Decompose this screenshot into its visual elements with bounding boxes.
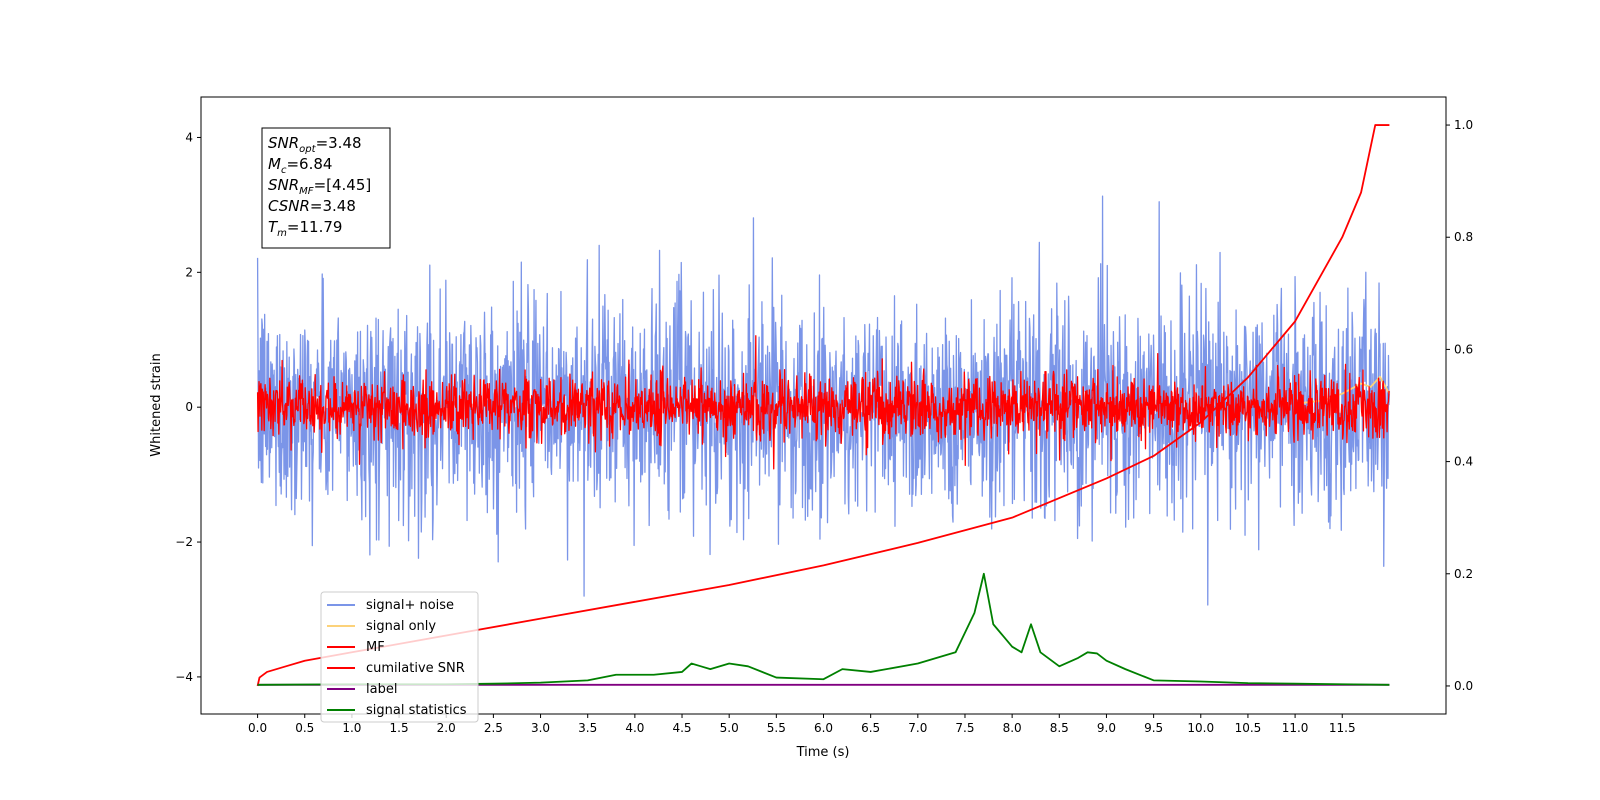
annotation-symbol: CSNR: [268, 197, 310, 215]
y-axis-right: 0.0 0.2 0.4 0.6 0.8 1.0: [1446, 118, 1473, 693]
x-tick-label: 11.5: [1329, 721, 1356, 735]
x-tick-label: 2.5: [484, 721, 503, 735]
x-tick-label: 1.0: [342, 721, 361, 735]
annotation-value: =3.48: [316, 134, 362, 152]
x-tick-label: 7.5: [955, 721, 974, 735]
annotation-line: Tm=11.79: [268, 218, 342, 239]
x-tick-label: 4.0: [625, 721, 644, 735]
y-axis-left: −4 −2 0 2 4: [175, 130, 201, 684]
annotation-value: =6.84: [286, 155, 332, 173]
annotation-symbol: T: [268, 218, 279, 236]
legend-label: signal statistics: [366, 703, 467, 718]
y-right-tick-label: 1.0: [1454, 118, 1473, 132]
series-line-signal-statistics: [257, 572, 1390, 686]
x-tick-label: 0.5: [295, 721, 314, 735]
x-tick-label: 9.5: [1144, 721, 1163, 735]
x-tick-label: 7.0: [908, 721, 927, 735]
series-line-signal-noise: [256, 195, 1391, 606]
y-right-tick-label: 0.6: [1454, 342, 1473, 356]
legend-label: label: [366, 682, 397, 697]
y-right-tick-label: 0.8: [1454, 230, 1473, 244]
y-left-tick-label: 2: [185, 265, 193, 279]
y-left-tick-label: −4: [175, 670, 193, 684]
annotation-value: =[4.45]: [314, 176, 372, 194]
legend-label: signal+ noise: [366, 598, 454, 613]
x-tick-label: 4.5: [672, 721, 691, 735]
y-left-tick-label: 0: [185, 400, 193, 414]
x-tick-label: 1.5: [390, 721, 409, 735]
annotation-line: SNRMF=[4.45]: [268, 176, 371, 197]
x-tick-label: 10.0: [1187, 721, 1214, 735]
legend: signal+ noise signal only MF cumilative SNR…: [320, 591, 479, 723]
y-right-tick-label: 0.4: [1454, 455, 1473, 469]
x-tick-label: 8.5: [1050, 721, 1069, 735]
annotation-value: =3.48: [310, 197, 356, 215]
y-right-tick-label: 0.0: [1454, 679, 1473, 693]
annotation-subscript: MF: [299, 186, 314, 197]
x-tick-label: 2.0: [437, 721, 456, 735]
series-line-cumilative-snr: [256, 124, 1390, 687]
x-tick-label: 9.0: [1097, 721, 1116, 735]
annotation-box: SNRopt=3.48Mc=6.84SNRMF=[4.45]CSNR=3.48T…: [261, 127, 391, 249]
x-tick-label: 5.5: [767, 721, 786, 735]
annotation-symbol: SNR: [268, 134, 299, 152]
x-tick-label: 11.0: [1282, 721, 1309, 735]
x-tick-label: 6.5: [861, 721, 880, 735]
annotation-line: SNRopt=3.48: [268, 134, 362, 155]
annotation-symbol: SNR: [268, 176, 299, 194]
y-axis-label: Whitened strain: [149, 353, 164, 456]
annotation-subscript: c: [281, 165, 287, 176]
legend-label: cumilative SNR: [366, 661, 465, 676]
x-tick-label: 10.5: [1235, 721, 1262, 735]
legend-label: MF: [366, 640, 385, 655]
y-left-tick-label: −2: [175, 535, 193, 549]
series-layer: [256, 124, 1391, 687]
annotation-symbol: M: [268, 155, 281, 173]
y-right-tick-label: 0.2: [1454, 567, 1473, 581]
y-left-tick-label: 4: [185, 130, 193, 144]
annotation-subscript: m: [277, 228, 287, 239]
legend-label: signal only: [366, 619, 436, 634]
x-tick-label: 3.0: [531, 721, 550, 735]
annotation-line: Mc=6.84: [268, 155, 332, 176]
x-tick-label: 6.0: [814, 721, 833, 735]
x-tick-label: 5.0: [720, 721, 739, 735]
series-line-mf: [256, 335, 1390, 470]
annotation-subscript: opt: [299, 144, 316, 155]
x-tick-label: 0.0: [248, 721, 267, 735]
x-axis-label: Time (s): [796, 745, 850, 760]
x-axis: 0.0 0.5 1.0 1.5 2.0 2.5 3.0 3.5 4.0 4.5 5.0 5.5 6.0 6…: [248, 714, 1356, 735]
x-tick-label: 8.0: [1003, 721, 1022, 735]
annotation-value: =11.79: [287, 218, 343, 236]
x-tick-label: 3.5: [578, 721, 597, 735]
annotation-line: CSNR=3.48: [268, 197, 356, 215]
